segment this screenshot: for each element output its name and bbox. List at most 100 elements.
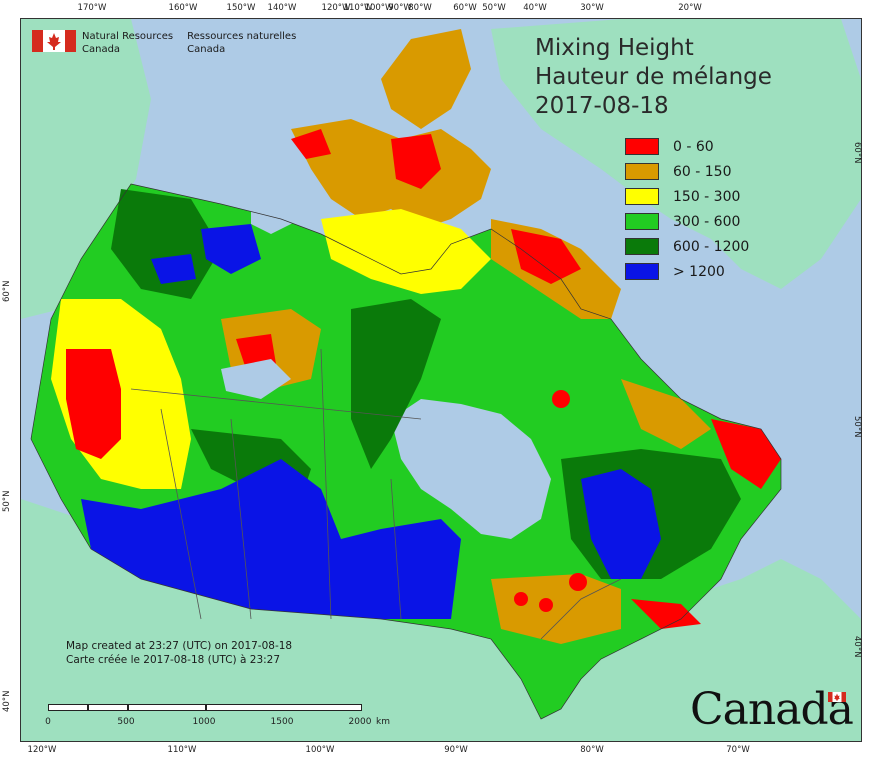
orange-labrador-coast <box>621 379 711 449</box>
ellesmere-island <box>381 29 471 129</box>
legend-label: 300 - 600 <box>673 213 741 230</box>
agency-name-en: Natural Resources Canada <box>82 30 173 56</box>
legend-label: 60 - 150 <box>673 163 732 180</box>
scale-segment <box>206 704 362 711</box>
map-title-en: Mixing Height <box>535 35 694 61</box>
scale-segment <box>128 704 206 711</box>
arctic-islands <box>291 119 491 229</box>
yellow-arctic-band <box>321 209 491 294</box>
tick-top-label: 100°W <box>364 3 394 13</box>
red-arctic-2 <box>511 229 581 284</box>
tick-bottom-label: 90°W <box>444 745 468 755</box>
tick-top-label: 110°W <box>343 3 373 13</box>
scale-label: 2000 <box>348 717 372 727</box>
red-spot-1 <box>514 592 528 606</box>
tick-top-label: 120°W <box>321 3 351 13</box>
tick-bottom-label: 80°W <box>580 745 604 755</box>
map-area[interactable] <box>20 18 862 742</box>
red-bc <box>66 349 121 459</box>
created-en: Map created at 23:27 (UTC) on 2017-08-18 <box>66 640 293 652</box>
alaska-landmass <box>21 19 151 319</box>
tick-top-label: 50°W <box>482 3 506 13</box>
agency-fr-line2: Canada <box>187 44 226 55</box>
tick-left-label: 60°N <box>2 280 12 302</box>
tick-top-label: 170°W <box>77 3 107 13</box>
legend-swatch <box>625 188 659 205</box>
agency-en-line1: Natural Resources <box>82 31 174 42</box>
legend-swatch <box>625 213 659 230</box>
tick-top-label: 20°W <box>678 3 702 13</box>
great-bear-lake <box>251 194 301 234</box>
legend-item: 150 - 300 <box>625 184 749 209</box>
red-labrador <box>711 419 781 489</box>
scale-label: 500 <box>117 717 135 727</box>
legend-swatch <box>625 138 659 155</box>
red-spot-4 <box>552 390 570 408</box>
canada-flag-icon <box>32 30 76 52</box>
tick-top-label: 140°W <box>267 3 297 13</box>
legend-label: 150 - 300 <box>673 188 741 205</box>
scale-label: 0 <box>45 717 51 727</box>
tick-bottom-label: 70°W <box>726 745 750 755</box>
tick-top-label: 150°W <box>226 3 256 13</box>
tick-top-label: 80°W <box>408 3 432 13</box>
red-spot-2 <box>539 598 553 612</box>
red-arctic-1 <box>391 134 441 189</box>
mixing-height-map <box>21 19 861 741</box>
tick-bottom-label: 100°W <box>305 745 335 755</box>
created-fr: Carte créée le 2017-08-18 (UTC) à 23:27 <box>66 654 281 666</box>
tick-right-label: 50°N <box>852 416 862 438</box>
tick-top-label: 40°W <box>523 3 547 13</box>
legend-swatch <box>625 263 659 280</box>
legend-swatch <box>625 238 659 255</box>
blue-prairies <box>81 459 461 619</box>
blue-quebec <box>581 469 661 579</box>
map-date: 2017-08-18 <box>535 93 669 119</box>
tick-top-label: 30°W <box>580 3 604 13</box>
agency-signature: Natural Resources Canada Ressources natu… <box>32 30 310 56</box>
wordmark-flag-icon <box>828 692 846 702</box>
tick-bottom-label: 120°W <box>27 745 57 755</box>
scale-unit: km <box>376 717 390 727</box>
red-st-lawrence <box>631 599 701 629</box>
scale-segment <box>48 704 88 711</box>
blue-nwt-1 <box>201 224 261 274</box>
legend-item: > 1200 <box>625 259 749 284</box>
great-slave-lake <box>221 359 291 399</box>
map-title-block: Mixing Height Hauteur de mélange 2017-08… <box>535 34 772 121</box>
map-legend: 0 - 60 60 - 150 150 - 300 300 - 600 600 … <box>625 134 749 284</box>
map-creation-note: Map created at 23:27 (UTC) on 2017-08-18… <box>66 639 292 667</box>
tick-top-label: 160°W <box>168 3 198 13</box>
legend-label: > 1200 <box>673 263 725 280</box>
legend-swatch <box>625 163 659 180</box>
tick-left-label: 50°N <box>2 490 12 512</box>
legend-item: 300 - 600 <box>625 209 749 234</box>
map-title-fr: Hauteur de mélange <box>535 64 772 90</box>
legend-item: 60 - 150 <box>625 159 749 184</box>
scale-label: 1000 <box>192 717 216 727</box>
blue-nwt-2 <box>151 254 196 284</box>
legend-label: 0 - 60 <box>673 138 714 155</box>
orange-ontario-band <box>491 574 621 644</box>
hudson-bay <box>391 399 551 539</box>
tick-left-label: 40°N <box>2 690 12 712</box>
tick-right-label: 40°N <box>852 636 862 658</box>
tick-right-label: 60°N <box>852 142 862 164</box>
legend-item: 0 - 60 <box>625 134 749 159</box>
province-boundaries <box>130 348 622 640</box>
legend-item: 600 - 1200 <box>625 234 749 259</box>
agency-en-line2: Canada <box>82 44 121 55</box>
canada-outline <box>30 183 782 720</box>
agency-fr-line1: Ressources naturelles <box>187 31 297 42</box>
scale-segment <box>88 704 128 711</box>
red-spot-3 <box>569 573 587 591</box>
scale-bar: 0 500 1000 1500 2000 km <box>40 704 390 734</box>
usa-landmass <box>21 499 861 741</box>
greenland-landmass <box>491 19 861 289</box>
tick-top-label: 90°W <box>388 3 412 13</box>
legend-label: 600 - 1200 <box>673 238 750 255</box>
tick-top-label: 60°W <box>453 3 477 13</box>
agency-name-fr: Ressources naturelles Canada <box>187 30 296 56</box>
red-arctic-3 <box>291 129 331 159</box>
